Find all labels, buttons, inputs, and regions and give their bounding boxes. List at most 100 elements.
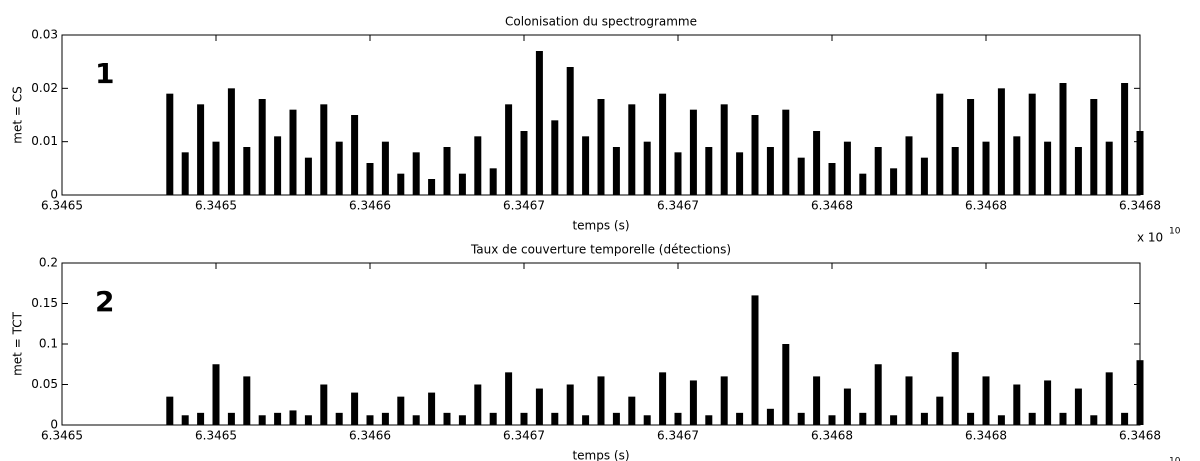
y-axis-label: met = CS — [11, 86, 25, 143]
bar — [813, 131, 821, 195]
bar — [1074, 388, 1082, 425]
bar — [1090, 99, 1098, 195]
bar — [335, 412, 343, 425]
y-tick-label: 0.05 — [31, 377, 58, 391]
bar — [351, 115, 359, 195]
bar — [181, 415, 189, 425]
bar — [582, 136, 590, 195]
x-axis-label: temps (s) — [572, 219, 629, 233]
bar — [166, 93, 174, 195]
y-tick-label: 0 — [50, 188, 58, 202]
bar — [628, 104, 636, 195]
bar — [1028, 412, 1036, 425]
bar — [243, 147, 251, 195]
bar — [535, 388, 543, 425]
bar — [1121, 83, 1129, 195]
bar — [520, 412, 528, 425]
bar — [828, 163, 836, 195]
bar — [458, 173, 466, 195]
bar — [243, 376, 251, 425]
chart-title: Colonisation du spectrogramme — [505, 15, 697, 29]
axes-box — [61, 34, 1141, 196]
bar — [720, 376, 728, 425]
subplot: Colonisation du spectrogramme 0 0.01 0.02 0.… — [11, 15, 1181, 245]
bar — [566, 384, 574, 425]
x-tick-label: 6.3465 — [195, 429, 237, 443]
bar — [766, 408, 774, 425]
bar — [1105, 372, 1113, 425]
bar — [474, 136, 482, 195]
bar — [1090, 415, 1098, 425]
subplot: Taux de couverture temporelle (détection… — [11, 243, 1181, 461]
y-axis-label: met = TCT — [11, 311, 25, 375]
bar — [751, 295, 759, 425]
bar — [458, 415, 466, 425]
bar — [643, 415, 651, 425]
bar — [443, 147, 451, 195]
bar — [905, 376, 913, 425]
bar — [782, 344, 790, 425]
x-tick-label: 6.3465 — [41, 199, 83, 213]
bar — [843, 141, 851, 195]
bar — [951, 352, 959, 425]
bar — [320, 384, 328, 425]
bar — [705, 147, 713, 195]
bar — [967, 99, 975, 195]
bar — [505, 372, 513, 425]
x-tick-label: 6.3465 — [195, 199, 237, 213]
bar — [751, 115, 759, 195]
bar — [689, 380, 697, 425]
bar — [304, 415, 312, 425]
x-tick-label: 6.3468 — [1119, 199, 1161, 213]
bar — [797, 412, 805, 425]
bar — [1044, 380, 1052, 425]
bar — [258, 415, 266, 425]
bar — [982, 376, 990, 425]
bar — [1074, 147, 1082, 195]
bar — [489, 168, 497, 195]
bar — [997, 415, 1005, 425]
bar — [289, 109, 297, 195]
bar — [1044, 141, 1052, 195]
bar — [443, 412, 451, 425]
bar — [366, 163, 374, 195]
bar — [1013, 384, 1021, 425]
bar — [1121, 412, 1129, 425]
bar — [997, 88, 1005, 195]
x-axis-label: temps (s) — [572, 449, 629, 461]
bar — [597, 99, 605, 195]
bar — [612, 412, 620, 425]
bar — [397, 173, 405, 195]
bar — [489, 412, 497, 425]
bar — [936, 396, 944, 425]
bar — [813, 376, 821, 425]
bar — [859, 173, 867, 195]
bar — [905, 136, 913, 195]
bar — [674, 412, 682, 425]
bar — [258, 99, 266, 195]
x-tick-label: 6.3466 — [349, 429, 391, 443]
bar — [736, 412, 744, 425]
bar — [874, 147, 882, 195]
bar — [766, 147, 774, 195]
bar — [843, 388, 851, 425]
x-tick-label: 6.3466 — [349, 199, 391, 213]
bar — [920, 157, 928, 195]
x-multiplier-exponent: 10 — [1169, 457, 1181, 461]
bar — [274, 412, 282, 425]
x-tick-label: 6.3467 — [503, 199, 545, 213]
y-tick-label: 0.2 — [39, 256, 58, 270]
bar — [597, 376, 605, 425]
bar — [381, 141, 389, 195]
y-tick-label: 0.01 — [31, 134, 58, 148]
bar — [412, 415, 420, 425]
bar — [582, 415, 590, 425]
bar — [428, 392, 436, 425]
panel-label: 2 — [95, 285, 114, 318]
bar — [428, 179, 436, 195]
x-multiplier-exponent: 10 — [1169, 227, 1181, 237]
bar — [797, 157, 805, 195]
bar — [936, 93, 944, 195]
bar — [890, 168, 898, 195]
